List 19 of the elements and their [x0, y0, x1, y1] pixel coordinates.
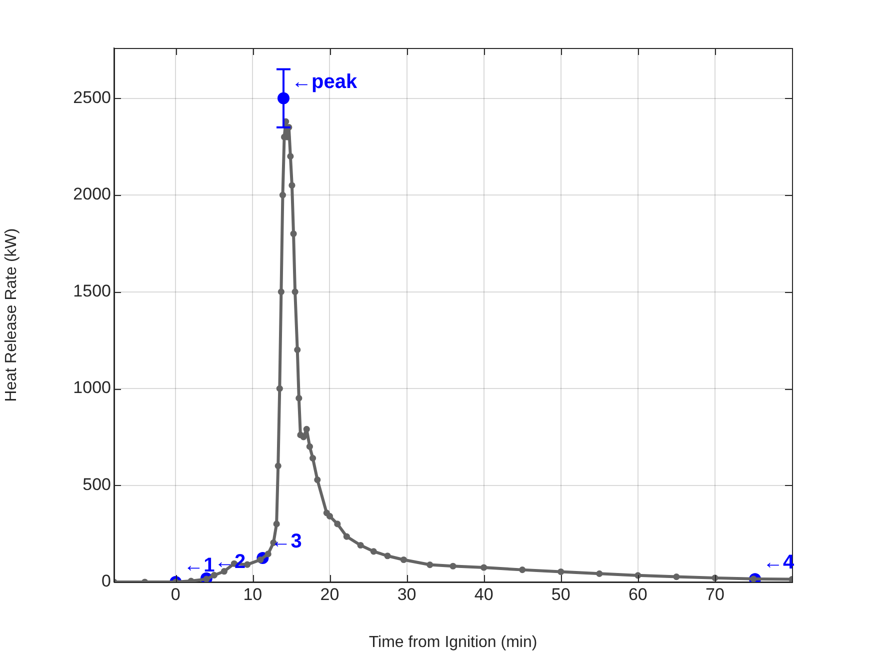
y-tick-label: 2500	[73, 88, 111, 107]
x-tick-label: 50	[551, 584, 570, 604]
x-tick-label: 10	[243, 584, 262, 604]
y-tick-label: 0	[102, 572, 111, 591]
x-tick-label: 20	[320, 584, 340, 604]
annotation: ←3	[270, 530, 302, 553]
y-axis-title: Heat Release Rate (kW)	[3, 228, 20, 402]
annotation: ←1	[184, 554, 215, 577]
y-tick-label: 500	[82, 474, 111, 494]
x-tick-label: 40	[474, 584, 494, 604]
y-tick-label: 1500	[73, 281, 111, 300]
y-tick-label: 1000	[73, 378, 111, 398]
x-axis-title: Time from Ignition (min)	[368, 634, 538, 651]
x-tick-label: 30	[397, 584, 416, 604]
x-tick-label: 70	[705, 584, 724, 604]
x-tick-label: 60	[628, 584, 648, 604]
annotation: ←peak	[292, 70, 358, 93]
x-tick-label: 0	[170, 584, 180, 604]
y-tick-label: 2000	[73, 184, 111, 204]
